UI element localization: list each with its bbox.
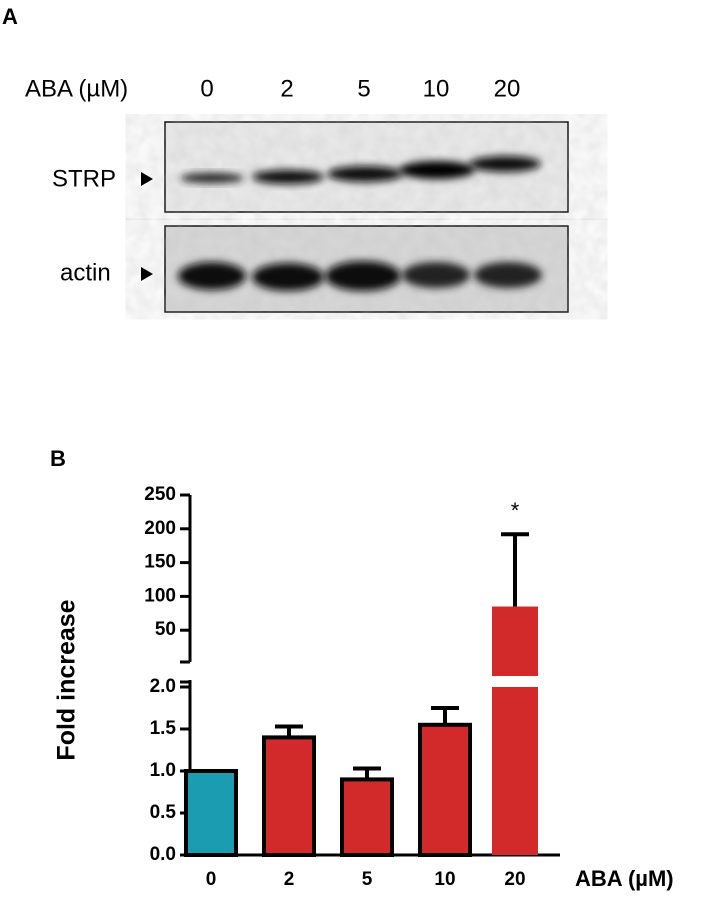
lane-label: 10 xyxy=(423,75,450,102)
x-tick-label: 5 xyxy=(362,869,373,890)
y-tick-label: 1.5 xyxy=(150,718,177,739)
y-tick-label: 100 xyxy=(144,585,176,606)
y-tick-label: 250 xyxy=(144,484,176,505)
bar xyxy=(262,735,316,858)
bar xyxy=(418,722,472,857)
arrowhead xyxy=(141,172,153,186)
lane-label: 20 xyxy=(494,75,521,102)
row-label: actin xyxy=(60,259,111,286)
treatment-label: ABA (µM) xyxy=(25,75,128,102)
bar xyxy=(184,769,238,857)
bar xyxy=(340,777,394,858)
y-tick-label: 1.0 xyxy=(150,760,176,781)
lane-label: 5 xyxy=(357,75,370,102)
x-tick-label: 2 xyxy=(284,869,295,890)
y-tick-label: 200 xyxy=(144,518,176,539)
x-tick-label: 10 xyxy=(434,869,455,890)
y-axis-label: Fold increase xyxy=(53,599,81,760)
blot-actin xyxy=(164,225,569,313)
x-tick-label: 0 xyxy=(206,869,217,890)
y-tick-label: 2.0 xyxy=(150,676,176,697)
lane-label: 0 xyxy=(200,75,213,102)
blot-strp xyxy=(164,121,569,213)
arrowhead xyxy=(141,267,153,281)
y-tick-label: 50 xyxy=(155,619,176,640)
panel-b-label: B xyxy=(50,446,66,471)
annotation: * xyxy=(511,498,520,523)
lane-label: 2 xyxy=(280,75,293,102)
bar xyxy=(492,606,538,676)
row-label: STRP xyxy=(52,165,116,192)
y-tick-label: 0.5 xyxy=(150,802,177,823)
y-tick-label: 0.0 xyxy=(150,844,176,865)
panel-a-label: A xyxy=(2,4,18,29)
bar xyxy=(492,687,538,855)
x-tick-label: 20 xyxy=(504,869,525,890)
y-tick-label: 150 xyxy=(144,552,176,573)
x-axis-label: ABA (µM) xyxy=(575,866,674,891)
